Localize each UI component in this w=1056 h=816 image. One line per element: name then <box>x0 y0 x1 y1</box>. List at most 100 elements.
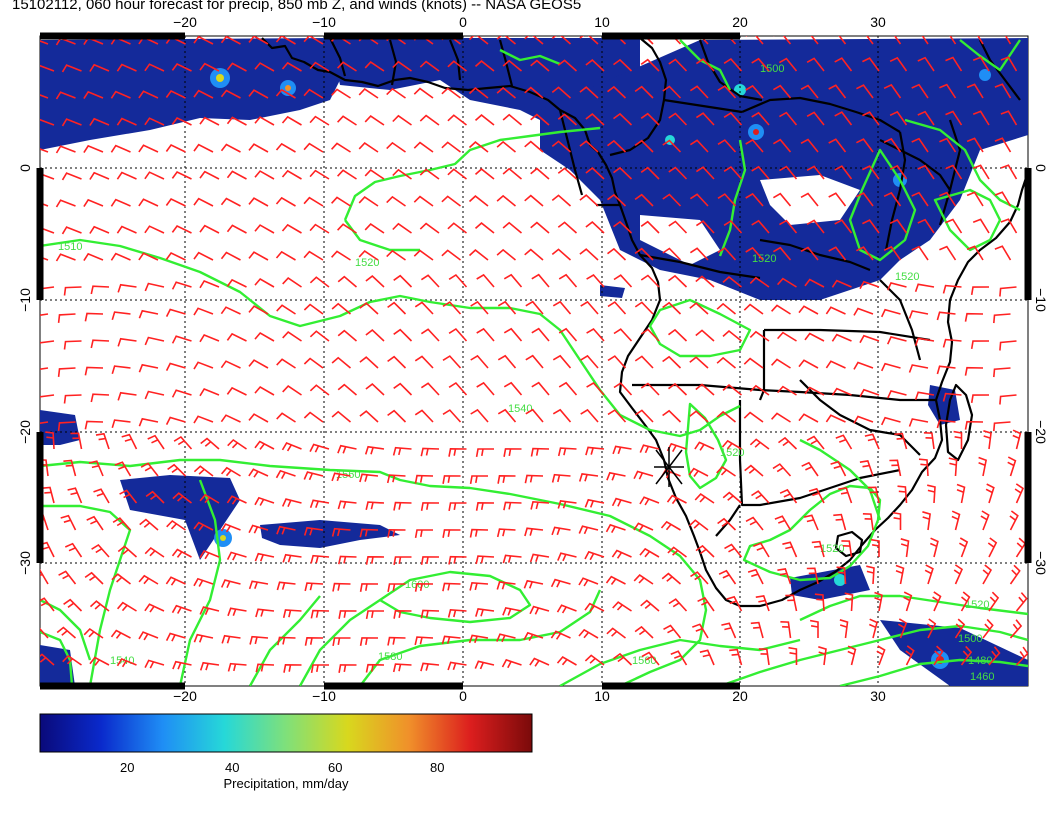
wind-barb <box>613 382 633 396</box>
wind-barb <box>199 280 220 289</box>
wind-barb <box>723 111 743 126</box>
wind-barb <box>936 365 956 375</box>
lon-tick-label-bottom: 10 <box>594 688 610 704</box>
wind-barb <box>64 542 83 558</box>
wind-barb <box>358 88 379 99</box>
wind-barb <box>551 140 572 153</box>
wind-barb <box>442 355 462 369</box>
wind-barb <box>248 251 269 261</box>
wind-barb <box>496 248 517 261</box>
wind-barb <box>84 312 104 322</box>
lat-tick-label-right: −30 <box>1033 551 1049 575</box>
wind-barb <box>898 618 908 639</box>
wind-barb <box>497 408 517 423</box>
wind-barb <box>825 414 846 423</box>
wind-barb <box>917 56 935 72</box>
wind-barb <box>199 550 220 559</box>
wind-barb <box>275 250 296 261</box>
wind-barb <box>834 219 853 234</box>
wind-barb <box>442 475 461 484</box>
wind-barb <box>172 660 192 670</box>
wind-barb <box>862 513 874 531</box>
wind-barb <box>966 83 984 99</box>
wind-barb <box>220 466 241 477</box>
wind-barb <box>774 515 792 531</box>
wind-barb <box>722 491 743 504</box>
wind-barb <box>45 431 55 450</box>
wind-barb <box>972 218 990 234</box>
wind-barb <box>779 165 798 180</box>
wind-barb <box>639 547 660 558</box>
wind-barb <box>853 307 874 316</box>
wind-barb <box>387 528 406 538</box>
wind-barb <box>173 435 193 450</box>
wind-barb <box>332 582 351 592</box>
wind-barb <box>303 36 324 45</box>
wind-barb <box>953 430 963 449</box>
wind-barb <box>557 167 578 180</box>
wind-barb <box>525 354 544 369</box>
wind-barb <box>1012 429 1022 450</box>
wind-barb <box>119 489 138 504</box>
wind-barb <box>801 461 819 477</box>
wind-barb <box>309 443 330 452</box>
wind-barb <box>359 637 379 646</box>
wind-barb <box>281 442 302 451</box>
wind-barb <box>89 63 110 72</box>
wind-barb <box>138 631 159 640</box>
wind-barb <box>753 542 770 558</box>
wind-barb <box>469 581 489 591</box>
wind-barb <box>200 437 220 450</box>
wind-barb <box>138 309 159 319</box>
wind-barb <box>751 111 770 126</box>
wind-barb <box>364 115 385 126</box>
wind-barb <box>844 592 854 612</box>
wind-barb <box>772 463 792 477</box>
wind-barb <box>785 594 798 612</box>
wind-barb <box>338 555 357 565</box>
graticule-lines <box>40 36 1028 686</box>
wind-barb <box>310 664 329 674</box>
wind-barb <box>193 577 214 587</box>
wind-barb <box>697 596 715 612</box>
wind-barb <box>889 56 908 72</box>
wind-barb <box>276 304 296 315</box>
wind-barb <box>254 440 275 450</box>
wind-barb <box>165 197 186 207</box>
wind-barb <box>116 63 137 72</box>
wind-barb <box>911 83 929 99</box>
wind-barb <box>220 251 241 261</box>
wind-barb <box>908 310 929 319</box>
wind-barb <box>116 225 137 234</box>
wind-barb <box>613 274 633 288</box>
wind-barb <box>721 622 737 639</box>
wind-barb <box>640 382 660 396</box>
wind-barb <box>199 493 220 504</box>
wind-barb <box>70 432 83 450</box>
wind-barb <box>309 330 330 342</box>
wind-barb <box>859 280 880 290</box>
wind-barb <box>777 277 797 288</box>
wind-barb <box>304 636 324 646</box>
contour-label: 1520 <box>895 271 919 283</box>
wind-barb <box>144 603 165 612</box>
wind-barb <box>893 36 902 45</box>
wind-barb <box>550 578 571 588</box>
wind-barb <box>585 59 605 72</box>
wind-barb <box>117 545 138 558</box>
lon-tick-label-bottom: 0 <box>459 688 467 704</box>
wind-barb <box>171 62 192 72</box>
wind-barb <box>798 359 819 369</box>
wind-barb <box>695 383 715 396</box>
geopotential-height-contours <box>40 39 1028 686</box>
wind-barb <box>611 549 632 558</box>
wind-barb <box>40 597 55 612</box>
wind-barb <box>838 36 847 45</box>
wind-barb <box>337 223 357 234</box>
wind-barb <box>83 90 104 100</box>
wind-barb <box>699 649 715 666</box>
wind-barb <box>939 245 957 261</box>
wind-barb <box>612 601 632 612</box>
wind-barb <box>853 361 874 370</box>
wind-barb <box>856 84 874 99</box>
